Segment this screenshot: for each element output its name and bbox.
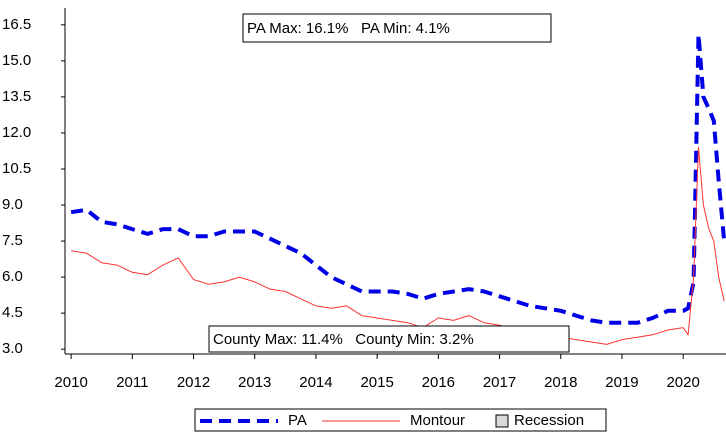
x-tick-label: 2015 [360, 374, 393, 391]
x-tick-label: 2010 [54, 374, 87, 391]
y-tick-label: 9.0 [2, 196, 23, 213]
y-tick-label: 12.0 [2, 124, 31, 141]
y-tick-label: 4.5 [2, 304, 23, 321]
legend-swatch [495, 414, 509, 428]
x-tick-label: 2011 [116, 374, 148, 391]
annotation-box [242, 13, 552, 43]
x-tick-label: 2019 [605, 374, 638, 391]
x-tick-label: 2014 [299, 374, 332, 391]
y-tick-label: 13.5 [2, 88, 31, 105]
annotation-box [208, 325, 570, 353]
x-tick-label: 2020 [666, 374, 699, 391]
x-tick-label: 2013 [238, 374, 271, 391]
y-tick-label: 15.0 [2, 52, 31, 69]
y-tick-label: 6.0 [2, 268, 23, 285]
x-tick-label: 2016 [422, 374, 455, 391]
line-pa [70, 32, 726, 325]
x-tick-label: 2018 [544, 374, 577, 391]
y-tick-label: 16.5 [2, 16, 31, 33]
annotation: PA Max: 16.1% PA Min: 4.1% [247, 20, 450, 37]
plot-area [70, 32, 726, 345]
x-tick-label: 2012 [177, 374, 210, 391]
legend-label: Recession [514, 412, 584, 429]
legend-label: PA [288, 412, 307, 429]
line-montour [71, 146, 725, 345]
x-tick-label: 2017 [483, 374, 516, 391]
y-tick-label: 7.5 [2, 232, 23, 249]
y-tick-label: 3.0 [2, 340, 23, 357]
legend-label: Montour [410, 412, 465, 429]
y-tick-label: 10.5 [2, 160, 31, 177]
annotation: County Max: 11.4% County Min: 3.2% [213, 331, 474, 348]
